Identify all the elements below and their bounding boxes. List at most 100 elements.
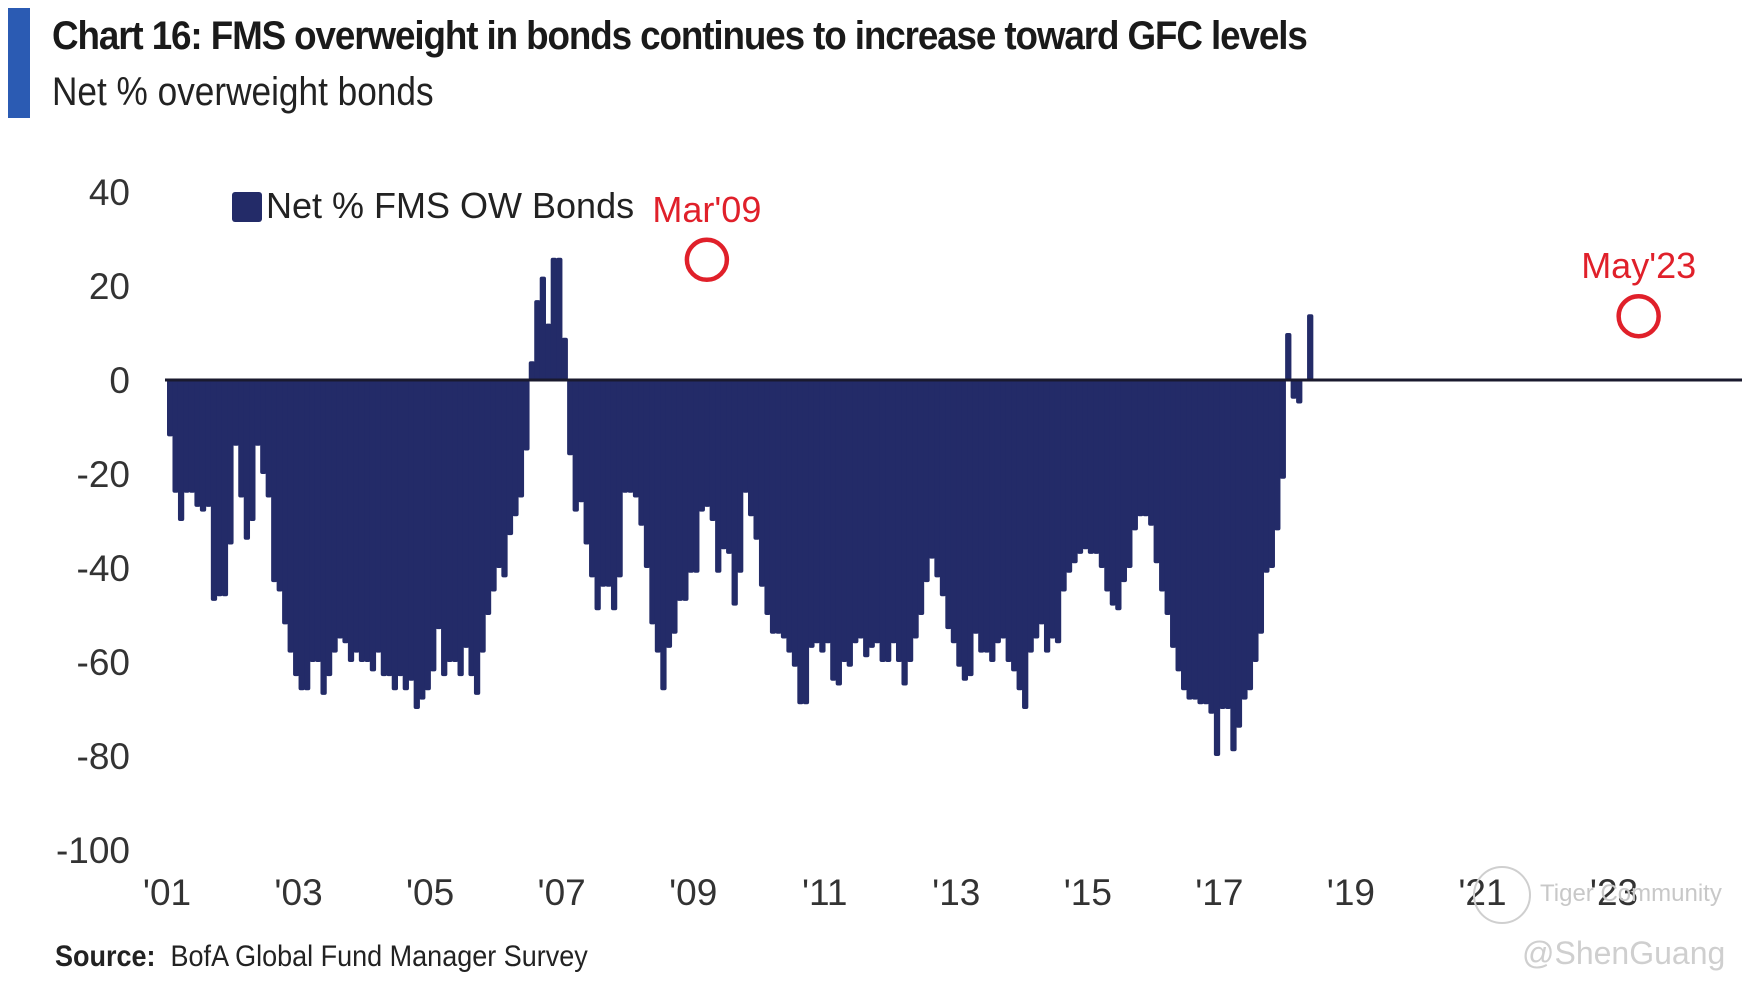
x-tick-label: '03 [274, 872, 322, 913]
bar [600, 380, 607, 587]
bar [512, 380, 519, 517]
bar [895, 380, 903, 662]
bar [473, 380, 481, 695]
bar [890, 380, 897, 644]
bar [967, 380, 974, 677]
x-tick-label: '11 [802, 872, 847, 913]
title-accent-bar [8, 8, 30, 118]
bar [1027, 380, 1034, 653]
bar [386, 380, 393, 677]
bar [693, 380, 700, 573]
bar [830, 380, 837, 681]
bar [1033, 380, 1040, 639]
bar [167, 380, 174, 437]
bar [1065, 380, 1073, 573]
bar [852, 380, 859, 644]
x-tick-label: '23 [1590, 872, 1638, 913]
bar [786, 380, 793, 653]
bar [364, 380, 371, 662]
bar [1049, 380, 1056, 639]
legend-label: Net % FMS OW Bonds [266, 185, 634, 226]
x-tick-label: '09 [669, 872, 717, 913]
bar [994, 380, 1001, 644]
bar [1016, 380, 1023, 691]
bar [205, 380, 212, 507]
bar [1054, 380, 1062, 644]
bar [1290, 380, 1297, 399]
bar [430, 380, 437, 672]
bar [172, 380, 179, 493]
bar [276, 380, 283, 592]
bar [539, 276, 546, 380]
bar [238, 380, 245, 498]
annotations: Mar'09 May'23 [652, 189, 1696, 339]
bar [309, 380, 316, 662]
bar [874, 380, 881, 644]
bar [605, 380, 612, 587]
bar [358, 380, 366, 662]
bar [501, 380, 508, 578]
bar [188, 380, 196, 493]
bar [1137, 380, 1144, 517]
bar [232, 380, 240, 446]
bar [616, 380, 623, 578]
y-tick-label: 0 [109, 360, 130, 401]
bar [227, 380, 234, 545]
bar [857, 380, 864, 639]
annotation-label: May'23 [1581, 245, 1696, 286]
bar [331, 380, 338, 653]
bar [1219, 380, 1226, 709]
bar [824, 380, 832, 644]
bar [325, 380, 333, 677]
bar [676, 380, 684, 601]
bar [353, 380, 360, 653]
bar [1060, 380, 1067, 592]
bar [490, 380, 497, 592]
bar [1131, 380, 1138, 531]
annotation-label: Mar'09 [652, 189, 761, 230]
bar [1263, 380, 1270, 573]
bar [621, 380, 629, 493]
bar [523, 380, 530, 451]
bar [441, 380, 448, 677]
bar [1285, 333, 1292, 380]
bar [780, 380, 788, 639]
bar [1104, 380, 1111, 592]
bar [194, 380, 201, 507]
bar [885, 380, 892, 662]
bar [654, 380, 662, 653]
legend-swatch [232, 192, 262, 222]
bar [594, 380, 601, 611]
y-tick-label: 20 [89, 266, 130, 307]
bar [1170, 380, 1177, 648]
bar [917, 380, 925, 615]
bar-series [167, 257, 1314, 756]
bar [1005, 380, 1012, 662]
bar [945, 380, 952, 630]
bar [720, 380, 727, 550]
bar [1159, 380, 1166, 592]
bar [1043, 380, 1051, 653]
bar [753, 380, 760, 540]
y-tick-label: 40 [89, 172, 130, 213]
bar [649, 380, 656, 625]
bar [221, 380, 229, 597]
bar [506, 380, 514, 536]
bar [1126, 380, 1133, 568]
bar [950, 380, 958, 644]
bar [906, 380, 914, 662]
bar [1252, 380, 1259, 662]
bar [1000, 380, 1007, 639]
bar [556, 257, 563, 380]
bar [1197, 380, 1204, 705]
bar [819, 380, 826, 653]
annotation-circle [1616, 293, 1661, 339]
bar [1076, 380, 1084, 554]
bar [1148, 380, 1155, 526]
bar [1038, 380, 1045, 625]
bar [314, 380, 322, 662]
bar [1087, 380, 1095, 554]
bar [271, 380, 278, 583]
bar [934, 380, 941, 578]
bar [287, 380, 294, 653]
